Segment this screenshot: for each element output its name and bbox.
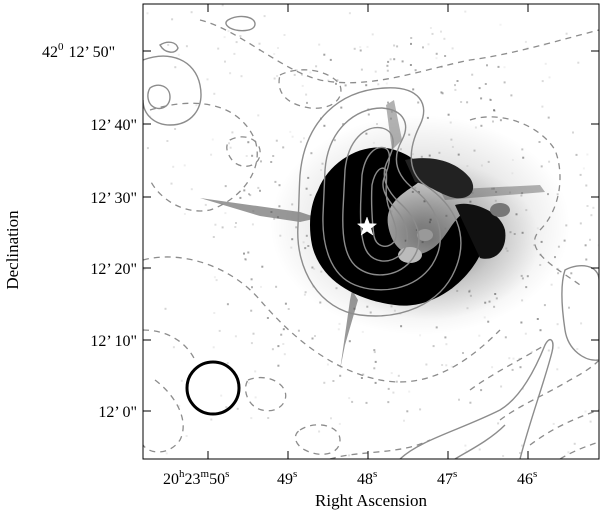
y-tick-labels: 420 12’ 50" 12’ 40" 12’ 30" 12’ 20" 12’ 1… — [42, 41, 137, 421]
contour-southeast-1 — [399, 338, 554, 459]
y-tick-label: 12’ 40" — [90, 117, 137, 134]
x-tick-label: 47s — [437, 468, 457, 488]
plot-area — [143, 4, 599, 459]
x-axis-title: Right Ascension — [315, 491, 427, 510]
x-tick-label: 49s — [277, 468, 297, 488]
y-tick-label: 12’ 30" — [90, 190, 137, 207]
contour-north-blob — [225, 15, 256, 32]
contour-level-2 — [322, 107, 441, 291]
x-tick-marks — [207, 4, 529, 459]
contour-east-blob — [561, 264, 599, 361]
contour-level-1 — [297, 87, 462, 317]
contour-level-3 — [342, 126, 420, 276]
x-tick-label-full: 20h23m50s — [163, 468, 229, 488]
plot-frame — [142, 3, 600, 460]
contour-level-4 — [359, 146, 408, 262]
y-tick-label-degrees: 420 12’ 50" — [42, 41, 115, 61]
x-tick-labels: 20h23m50s 49s 48s 47s 46s — [163, 468, 537, 488]
y-tick-label: 12’ 0" — [98, 404, 137, 421]
x-tick-label: 46s — [517, 468, 537, 488]
y-tick-label: 12’ 20" — [90, 261, 137, 278]
contour-southeast-2 — [454, 424, 506, 459]
y-tick-label: 12’ 10" — [90, 333, 137, 350]
x-tick-label: 48s — [357, 468, 377, 488]
dashed-contours — [143, 19, 599, 459]
source-star-icon — [356, 216, 378, 236]
y-axis-title: Declination — [3, 210, 22, 290]
beam-circle-icon — [185, 360, 241, 416]
contour-northwest-edge — [159, 41, 179, 53]
contour-west-blob-inner — [147, 84, 171, 110]
contour-level-5 — [370, 167, 397, 247]
solid-contours — [143, 15, 599, 459]
y-tick-marks — [143, 50, 599, 412]
contour-west-blob — [143, 55, 202, 126]
